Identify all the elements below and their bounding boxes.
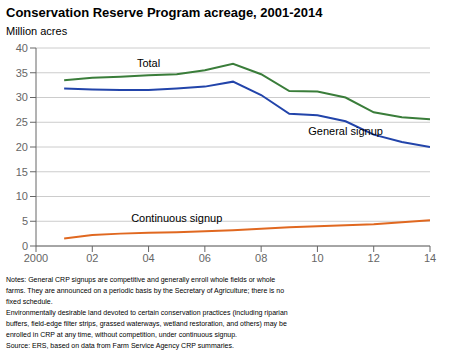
svg-text:0: 0: [22, 240, 28, 252]
svg-text:04: 04: [142, 252, 154, 264]
svg-text:5: 5: [22, 215, 28, 227]
html-text:buffers, field-edge filter str: buffers, field-edge filter strips, grass…: [6, 320, 287, 327]
html-text:fixed schedule.: fixed schedule.: [6, 298, 53, 305]
svg-text:2000: 2000: [24, 252, 48, 264]
svg-text:20: 20: [16, 141, 28, 153]
svg-text:10: 10: [311, 252, 323, 264]
svg-text:General signup: General signup: [308, 125, 383, 137]
svg-text:40: 40: [16, 42, 28, 54]
html-text:Environmentally desirable land: Environmentally desirable land devoted t…: [6, 309, 288, 316]
svg-text:15: 15: [16, 166, 28, 178]
svg-text:30: 30: [16, 91, 28, 103]
svg-text:02: 02: [86, 252, 98, 264]
svg-text:25: 25: [16, 116, 28, 128]
svg-text:10: 10: [16, 190, 28, 202]
svg-text:Continuous signup: Continuous signup: [131, 212, 222, 224]
html-text:Source: ERS, based on data fro: Source: ERS, based on data from Farm Ser…: [6, 342, 234, 349]
html-text:farms. They are announced on a: farms. They are announced on a periodic …: [6, 287, 285, 294]
svg-text:35: 35: [16, 67, 28, 79]
svg-text:Total: Total: [137, 57, 160, 69]
svg-text:06: 06: [199, 252, 211, 264]
html-text:Notes: General CRP signups are: Notes: General CRP signups are competiti…: [6, 276, 276, 283]
svg-text:14: 14: [424, 252, 436, 264]
html-text:Conservation Reserve Program a: Conservation Reserve Program acreage, 20…: [6, 5, 323, 20]
html-text:Million acres: Million acres: [6, 25, 68, 37]
svg-text:08: 08: [255, 252, 267, 264]
html-text:enrolled in CRP at any time, w: enrolled in CRP at any time, without com…: [6, 331, 237, 338]
svg-text:12: 12: [368, 252, 380, 264]
